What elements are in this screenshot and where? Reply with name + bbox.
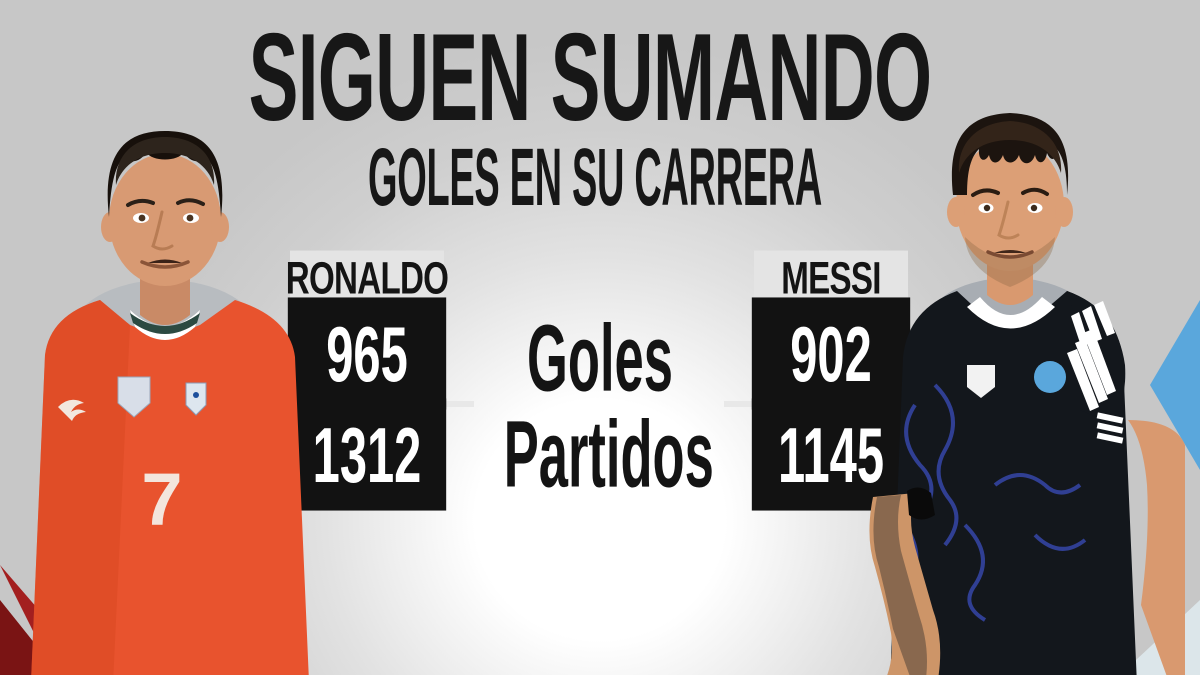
svg-text:7: 7: [141, 458, 182, 541]
